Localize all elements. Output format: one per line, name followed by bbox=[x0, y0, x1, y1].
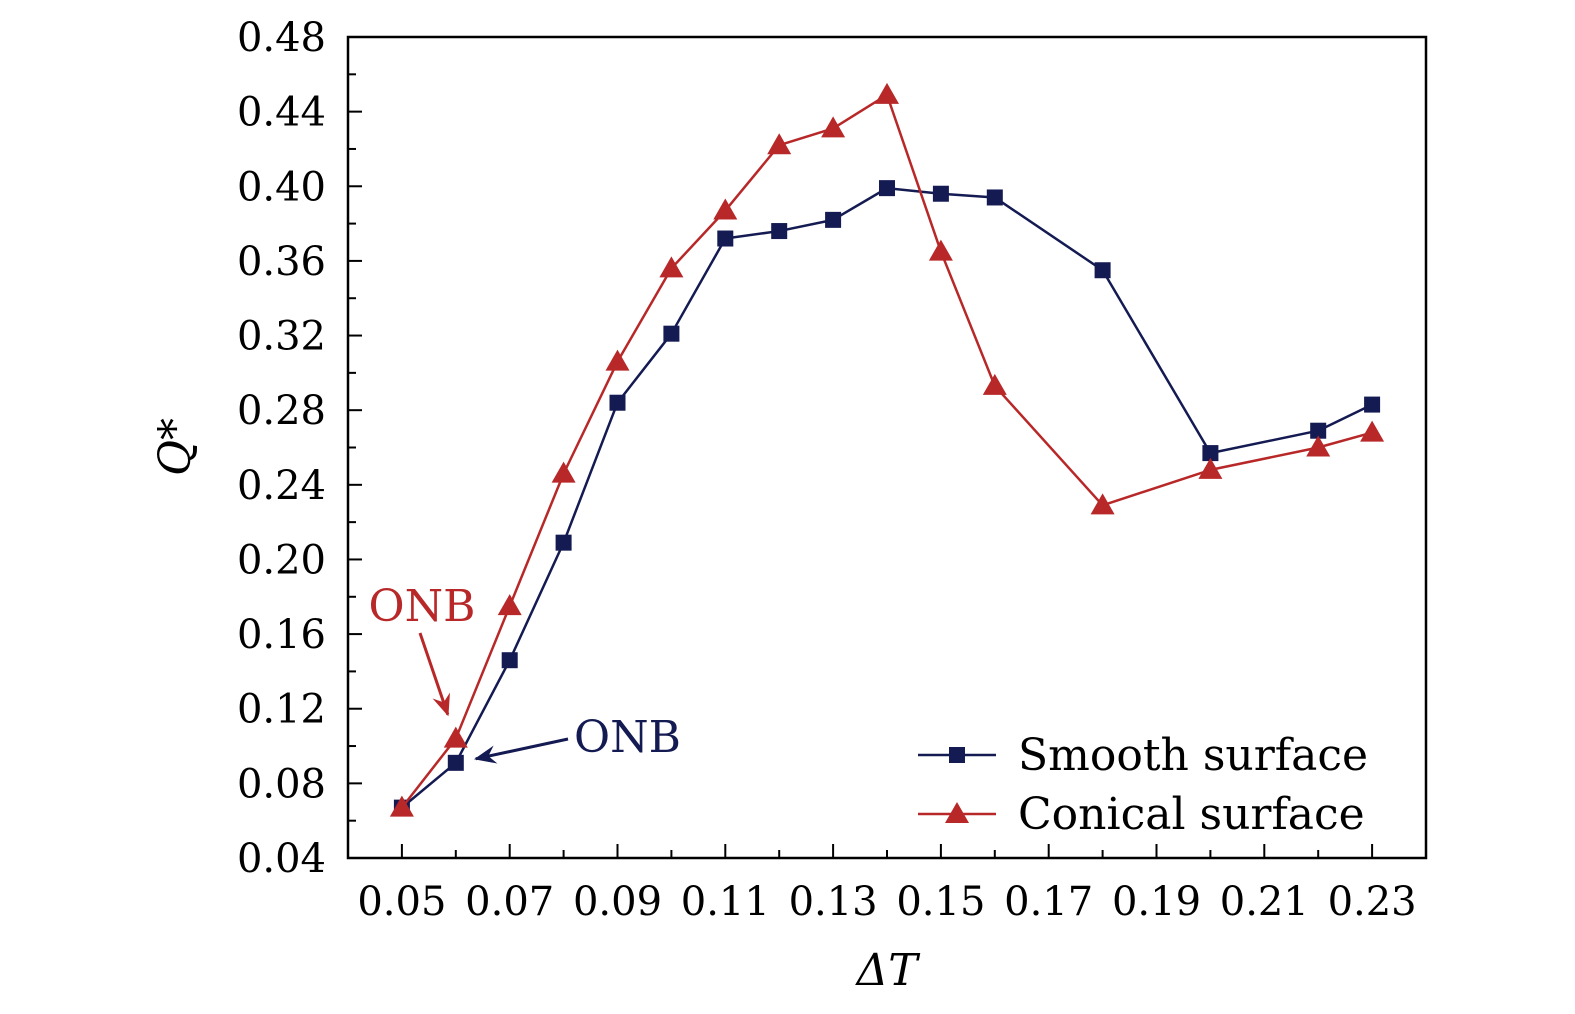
legend-entry: Conical surface bbox=[918, 789, 1365, 840]
square-marker bbox=[663, 325, 680, 342]
square-marker bbox=[1094, 262, 1111, 279]
y-tick-label: 0.08 bbox=[237, 761, 326, 807]
y-tick-label: 0.36 bbox=[237, 239, 326, 285]
legend-label: Smooth surface bbox=[1018, 730, 1368, 781]
square-marker bbox=[932, 185, 949, 202]
y-tick-label: 0.40 bbox=[237, 164, 326, 210]
y-axis-title: Q* bbox=[150, 418, 201, 476]
x-tick-label: 0.15 bbox=[896, 879, 985, 925]
series-conical-surface bbox=[389, 82, 1385, 817]
y-tick-label: 0.32 bbox=[237, 314, 326, 360]
triangle-marker bbox=[1360, 420, 1385, 442]
x-tick-label: 0.23 bbox=[1328, 879, 1417, 925]
x-tick-label: 0.21 bbox=[1220, 879, 1309, 925]
onb-label-smooth: ONB bbox=[574, 712, 681, 763]
triangle-marker bbox=[982, 373, 1007, 395]
y-tick-label: 0.44 bbox=[237, 90, 326, 136]
triangle-marker bbox=[928, 239, 953, 261]
x-axis-title: ΔT bbox=[854, 945, 921, 996]
onb-arrow-smooth bbox=[474, 737, 569, 764]
legend-square-marker bbox=[949, 747, 965, 763]
onb-arrow-conical bbox=[418, 632, 450, 717]
square-marker bbox=[1364, 396, 1381, 413]
square-marker bbox=[447, 754, 464, 771]
y-tick-label: 0.16 bbox=[237, 612, 326, 658]
square-marker bbox=[555, 534, 572, 551]
triangle-marker bbox=[389, 795, 414, 817]
square-marker bbox=[879, 180, 895, 197]
triangle-marker bbox=[605, 349, 630, 371]
square-marker bbox=[771, 223, 788, 240]
ticks: 0.04 0.08 0.12 0.16 0.20 0.24 0.28 0.32 0.36 0.40… bbox=[237, 15, 1417, 925]
triangle-marker bbox=[659, 256, 684, 278]
square-marker bbox=[501, 652, 518, 669]
onb-label-conical: ONB bbox=[369, 581, 476, 632]
triangle-marker bbox=[1306, 435, 1331, 457]
series-line bbox=[401, 186, 1373, 809]
triangle-marker bbox=[821, 116, 846, 138]
x-tick-label: 0.11 bbox=[681, 879, 770, 925]
x-tick-label: 0.05 bbox=[357, 879, 446, 925]
triangle-marker bbox=[767, 133, 792, 155]
series-layer bbox=[389, 82, 1385, 817]
triangle-marker bbox=[497, 594, 522, 616]
x-tick-label: 0.17 bbox=[1004, 879, 1093, 925]
y-tick-label: 0.12 bbox=[237, 687, 326, 733]
y-tick-label: 0.48 bbox=[237, 15, 326, 61]
series-smooth-surface bbox=[393, 180, 1381, 816]
series-line bbox=[400, 93, 1373, 809]
triangle-marker bbox=[443, 726, 468, 748]
y-tick-label: 0.28 bbox=[237, 388, 326, 434]
triangle-marker bbox=[713, 198, 738, 220]
x-tick-label: 0.13 bbox=[789, 879, 878, 925]
square-marker bbox=[825, 211, 842, 228]
y-tick-label: 0.20 bbox=[237, 537, 326, 583]
x-tick-label: 0.07 bbox=[465, 879, 554, 925]
square-marker bbox=[1310, 422, 1327, 439]
legend: Smooth surface Conical surface bbox=[918, 730, 1368, 840]
y-tick-label: 0.24 bbox=[237, 463, 326, 509]
triangle-marker bbox=[551, 461, 576, 483]
triangle-marker bbox=[1198, 457, 1223, 479]
x-tick-label: 0.09 bbox=[573, 879, 662, 925]
annotations-layer: ONB ONB bbox=[369, 581, 681, 764]
legend-label: Conical surface bbox=[1018, 789, 1365, 840]
legend-entry: Smooth surface bbox=[918, 730, 1368, 781]
square-marker bbox=[1202, 445, 1219, 462]
square-marker bbox=[717, 230, 734, 247]
triangle-marker bbox=[875, 82, 899, 104]
y-tick-label: 0.04 bbox=[237, 836, 326, 882]
square-marker bbox=[986, 189, 1003, 206]
triangle-marker bbox=[1090, 493, 1115, 515]
x-tick-label: 0.19 bbox=[1112, 879, 1201, 925]
legend-triangle-marker bbox=[945, 802, 969, 823]
square-marker bbox=[609, 394, 626, 411]
